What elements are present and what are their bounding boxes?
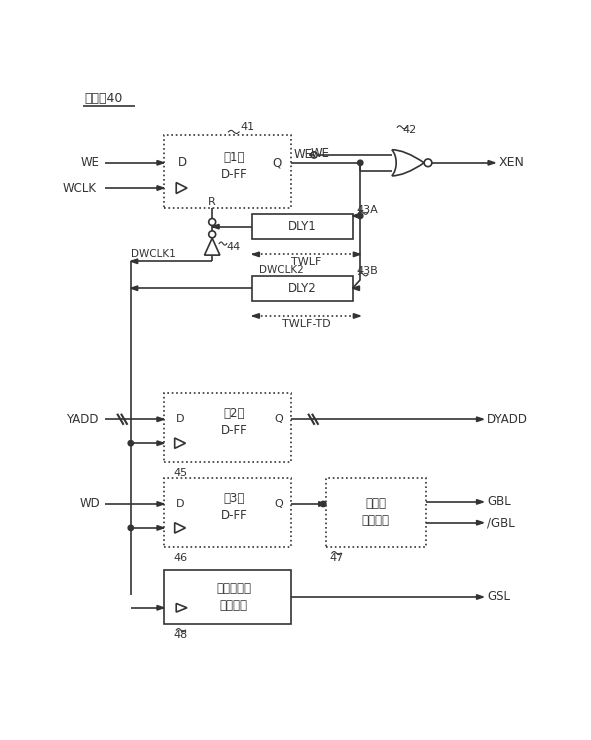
Text: 48: 48 xyxy=(173,630,187,639)
Text: Q: Q xyxy=(272,156,282,169)
Text: 42: 42 xyxy=(402,124,417,135)
Text: 制御部40: 制御部40 xyxy=(85,92,123,104)
Polygon shape xyxy=(353,286,359,291)
Circle shape xyxy=(358,160,363,166)
Text: GBL: GBL xyxy=(488,495,511,508)
Polygon shape xyxy=(157,525,164,530)
Polygon shape xyxy=(488,161,495,165)
Text: データ
デコーダ: データ デコーダ xyxy=(362,497,389,528)
Text: 45: 45 xyxy=(173,468,187,478)
Text: D: D xyxy=(176,414,185,424)
Circle shape xyxy=(320,501,326,507)
Circle shape xyxy=(128,525,134,531)
Polygon shape xyxy=(157,502,164,506)
Polygon shape xyxy=(157,186,164,190)
Text: 第2の
D-FF: 第2の D-FF xyxy=(220,407,247,437)
Bar xyxy=(164,135,291,208)
Text: DLY1: DLY1 xyxy=(288,220,317,233)
Polygon shape xyxy=(476,520,483,525)
Text: WE: WE xyxy=(81,156,100,169)
Text: 46: 46 xyxy=(173,553,187,562)
Polygon shape xyxy=(476,417,483,422)
Text: D: D xyxy=(176,499,185,509)
Polygon shape xyxy=(131,286,138,291)
Text: D: D xyxy=(178,156,187,169)
Polygon shape xyxy=(353,214,359,218)
PathPatch shape xyxy=(392,149,424,176)
Polygon shape xyxy=(157,417,164,422)
Polygon shape xyxy=(131,259,138,263)
Text: 第1の
D-FF: 第1の D-FF xyxy=(220,151,247,181)
Polygon shape xyxy=(157,161,164,165)
Text: 47: 47 xyxy=(329,553,344,562)
Polygon shape xyxy=(476,500,483,504)
Text: Q: Q xyxy=(274,414,283,424)
Text: WD: WD xyxy=(79,497,100,511)
Polygon shape xyxy=(252,314,259,318)
Polygon shape xyxy=(252,252,259,257)
Text: DYADD: DYADD xyxy=(488,413,528,425)
Polygon shape xyxy=(319,502,326,506)
Text: DWCLK2: DWCLK2 xyxy=(259,265,303,275)
Text: 第3の
D-FF: 第3の D-FF xyxy=(220,492,247,522)
Circle shape xyxy=(128,440,134,446)
Text: WE: WE xyxy=(310,147,329,160)
Circle shape xyxy=(358,213,363,218)
Text: YADD: YADD xyxy=(66,413,99,425)
Bar xyxy=(252,215,353,239)
Text: /GBL: /GBL xyxy=(488,517,515,529)
Bar xyxy=(164,477,291,547)
Text: WE: WE xyxy=(294,149,313,161)
Text: 44: 44 xyxy=(226,242,241,252)
Text: TWLF: TWLF xyxy=(291,257,322,267)
Polygon shape xyxy=(353,314,361,318)
Bar xyxy=(252,276,353,300)
Text: 43A: 43A xyxy=(356,205,378,215)
Polygon shape xyxy=(157,605,164,610)
Text: DLY2: DLY2 xyxy=(288,282,317,295)
Text: DWCLK1: DWCLK1 xyxy=(131,249,176,258)
Text: 41: 41 xyxy=(240,122,254,132)
Bar xyxy=(326,477,426,547)
Text: XEN: XEN xyxy=(499,156,525,169)
Text: Q: Q xyxy=(274,499,283,509)
Polygon shape xyxy=(212,224,219,229)
Bar xyxy=(164,393,291,462)
Text: GSL: GSL xyxy=(488,591,510,604)
Polygon shape xyxy=(353,252,361,257)
Text: 43B: 43B xyxy=(356,266,378,276)
Polygon shape xyxy=(476,595,483,599)
Text: ソース信号
生成回路: ソース信号 生成回路 xyxy=(216,582,251,612)
Text: TWLF-TD: TWLF-TD xyxy=(282,319,331,329)
Text: R: R xyxy=(208,197,216,207)
Polygon shape xyxy=(157,441,164,445)
Text: WCLK: WCLK xyxy=(63,181,97,195)
Bar xyxy=(164,570,291,624)
